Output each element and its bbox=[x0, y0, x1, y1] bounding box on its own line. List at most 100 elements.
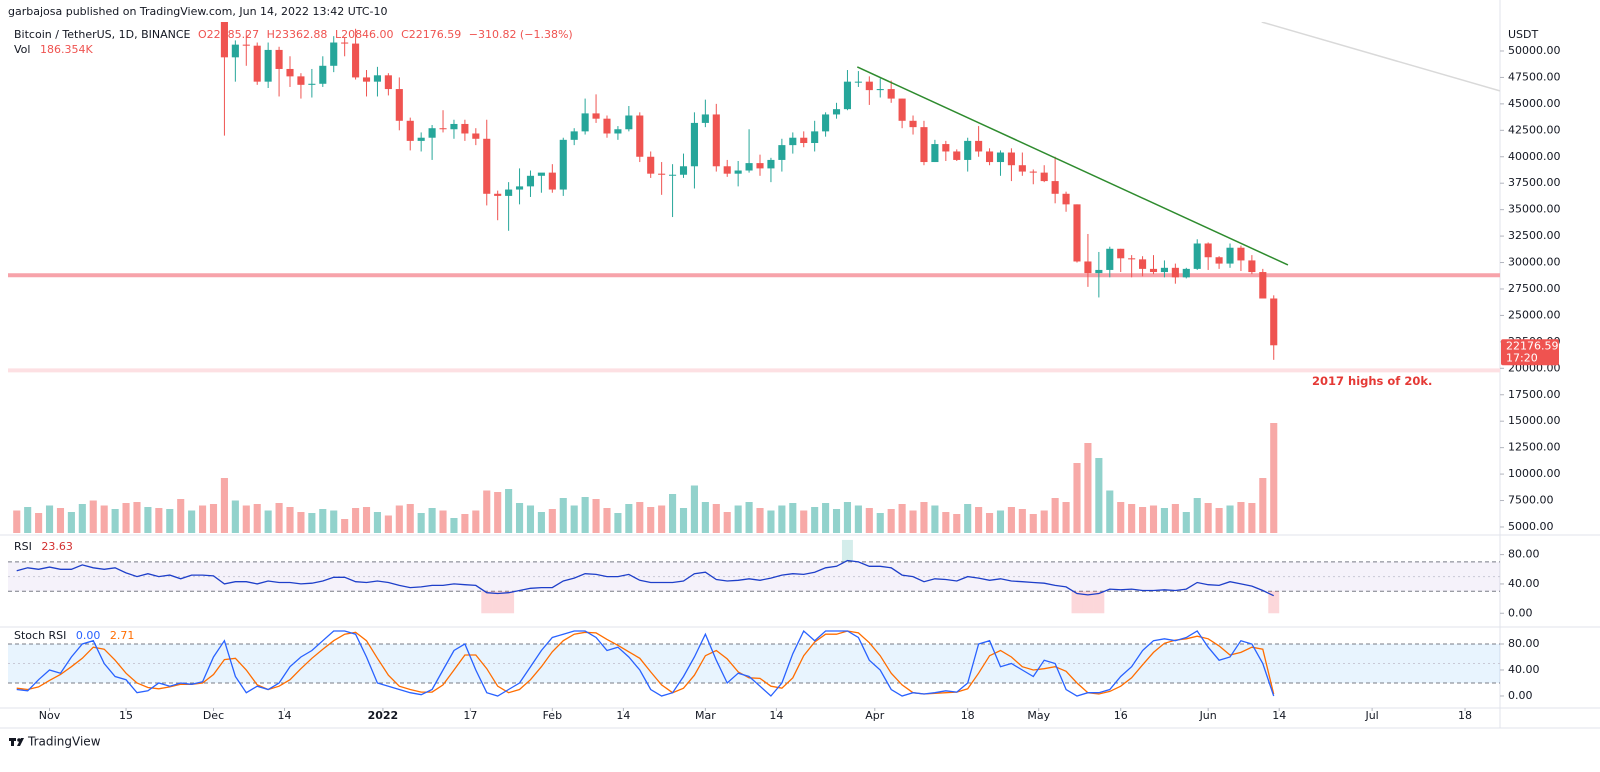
y-tick-label: 5000.00 bbox=[1508, 520, 1554, 533]
volume-bar bbox=[1051, 498, 1059, 533]
volume-bar bbox=[789, 503, 797, 533]
candle-body bbox=[789, 137, 797, 146]
volume-bar bbox=[931, 505, 939, 533]
candle-body bbox=[679, 166, 688, 175]
volume-bar bbox=[1029, 514, 1037, 533]
volume-bar bbox=[1007, 507, 1015, 533]
stoch-k-value: 0.00 bbox=[76, 629, 101, 642]
candle-body bbox=[1171, 267, 1179, 278]
trendline bbox=[1261, 22, 1500, 92]
candle-body bbox=[297, 76, 305, 85]
volume-bar bbox=[1270, 423, 1278, 533]
x-tick-label: Dec bbox=[203, 709, 224, 722]
volume-label: Vol bbox=[14, 43, 30, 56]
candle-body bbox=[756, 163, 764, 169]
candle-body bbox=[964, 140, 972, 160]
header: garbajosa published on TradingView.com, … bbox=[8, 5, 388, 18]
candle-body bbox=[417, 137, 425, 141]
candle-body bbox=[319, 65, 327, 84]
volume-bar bbox=[515, 503, 524, 533]
candle-body bbox=[1237, 247, 1245, 261]
volume-bar bbox=[1171, 504, 1179, 533]
volume-bar bbox=[209, 504, 218, 533]
change: −310.82 (−1.38%) bbox=[469, 28, 573, 41]
volume-bar bbox=[942, 512, 950, 533]
trendline bbox=[856, 66, 1289, 266]
volume-bar bbox=[1128, 504, 1136, 533]
y-tick-label: 80.00 bbox=[1508, 548, 1540, 561]
candle-body bbox=[308, 83, 316, 85]
volume-bar bbox=[67, 512, 75, 533]
y-tick-label: 37500.00 bbox=[1508, 176, 1561, 189]
candle-body bbox=[1128, 258, 1136, 260]
x-tick-label: 17 bbox=[463, 709, 477, 722]
y-tick-label: 42500.00 bbox=[1508, 123, 1561, 136]
volume-bar bbox=[1160, 508, 1168, 533]
candle-body bbox=[625, 115, 633, 130]
candle-body bbox=[1095, 269, 1103, 274]
candle-body bbox=[1117, 248, 1125, 259]
ohlc-open: O22485.27 bbox=[198, 28, 259, 41]
candle-body bbox=[887, 89, 895, 99]
volume-bar bbox=[395, 505, 403, 533]
candle-body bbox=[1051, 181, 1059, 194]
volume-bar bbox=[461, 514, 469, 533]
candle-body bbox=[1248, 260, 1256, 273]
x-tick-label: Nov bbox=[39, 709, 61, 722]
candle-body bbox=[341, 42, 349, 44]
candle-body bbox=[942, 144, 950, 152]
candle-body bbox=[712, 114, 720, 167]
last-price-label: 22176.59 bbox=[1506, 339, 1559, 352]
volume-bar bbox=[767, 510, 775, 533]
oversold-highlight bbox=[492, 591, 504, 614]
volume-bar bbox=[133, 502, 141, 533]
volume-bar bbox=[953, 514, 961, 533]
x-tick-label: Mar bbox=[695, 709, 716, 722]
legend: Bitcoin / TetherUS, 1D, BINANCE O22485.2… bbox=[14, 28, 573, 41]
candle-body bbox=[220, 22, 228, 58]
candle-body bbox=[603, 118, 611, 134]
candle-body bbox=[505, 189, 513, 196]
volume-bar bbox=[690, 485, 698, 533]
volume-bar bbox=[1073, 463, 1081, 533]
volume-bar bbox=[548, 509, 556, 533]
candle-body bbox=[822, 114, 830, 132]
y-tick-label: 40.00 bbox=[1508, 663, 1540, 676]
volume-bar bbox=[1139, 507, 1147, 533]
candle-body bbox=[985, 151, 994, 163]
candle-body bbox=[1106, 248, 1114, 270]
y-tick-label: 45000.00 bbox=[1508, 97, 1561, 110]
x-tick-label: 16 bbox=[1114, 709, 1128, 722]
volume-bar bbox=[1248, 503, 1256, 533]
volume-bar bbox=[1084, 443, 1092, 533]
candle-body bbox=[450, 123, 458, 130]
volume-bar bbox=[308, 513, 316, 533]
candle-body bbox=[526, 175, 535, 187]
volume-bar bbox=[220, 478, 228, 533]
oversold-highlight bbox=[1082, 591, 1094, 614]
volume-bar bbox=[1226, 505, 1234, 533]
candle-body bbox=[286, 68, 294, 77]
volume-bar bbox=[373, 512, 381, 533]
candle-body bbox=[1062, 193, 1070, 205]
x-tick-label: Feb bbox=[543, 709, 562, 722]
volume-bar bbox=[330, 510, 338, 533]
candle-body bbox=[996, 152, 1005, 163]
candle-body bbox=[1215, 257, 1223, 264]
volume-bar bbox=[745, 502, 753, 533]
symbol: Bitcoin / TetherUS, 1D, BINANCE bbox=[14, 28, 191, 41]
logo bbox=[9, 738, 24, 746]
volume-bar bbox=[526, 505, 535, 533]
volume-bar bbox=[286, 507, 294, 533]
x-tick-label: 18 bbox=[1458, 709, 1472, 722]
x-tick-label: 2022 bbox=[368, 709, 399, 722]
volume-bar bbox=[723, 512, 731, 533]
candle-body bbox=[690, 122, 698, 167]
x-tick-label: 14 bbox=[278, 709, 292, 722]
volume-bar bbox=[734, 505, 742, 533]
volume-value: 186.354K bbox=[40, 43, 93, 56]
candle-body bbox=[548, 172, 556, 190]
volume-bar bbox=[832, 509, 841, 533]
candle-body bbox=[811, 131, 819, 144]
